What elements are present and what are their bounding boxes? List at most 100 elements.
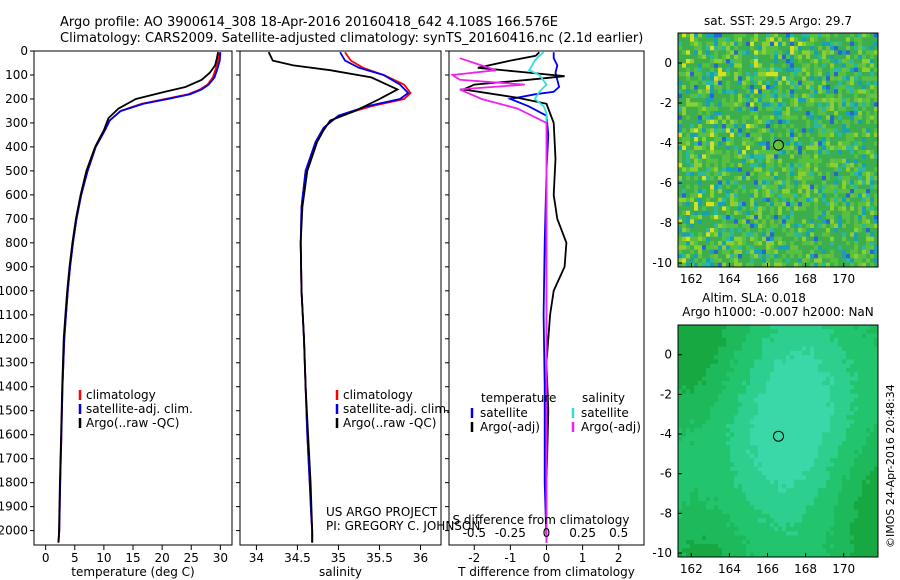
sst_map-cell <box>702 89 707 95</box>
sla_map-cell <box>854 337 859 343</box>
sla_map-cell <box>862 488 867 493</box>
sst_map-cell <box>694 85 699 90</box>
sla_map-cell <box>718 436 723 442</box>
sla_map-cell <box>814 385 819 390</box>
sla_map-cell <box>794 385 799 390</box>
sla_map-cell <box>818 402 823 408</box>
sst_map-cell <box>774 232 779 238</box>
sst_map-cell <box>822 176 827 181</box>
sst_map-cell <box>834 215 839 220</box>
sla_map-cell <box>750 453 755 459</box>
sst_map-cell <box>786 63 791 69</box>
sst_map-cell <box>814 163 819 168</box>
sla_map-cell <box>802 501 807 506</box>
sst_map-cell <box>802 50 807 56</box>
sst_map-cell <box>730 111 735 116</box>
sla_map-cell <box>726 441 731 446</box>
sla_map-cell <box>850 419 855 425</box>
sst_map-cell <box>858 150 863 155</box>
sla_map-cell <box>754 436 759 442</box>
sla_map-cell <box>794 441 799 446</box>
sst_map-cell <box>742 232 747 238</box>
sla_map-cell <box>822 432 827 438</box>
sst_map-cell <box>866 145 871 151</box>
sst_map-cell <box>714 124 719 129</box>
sst_map-cell <box>682 33 687 38</box>
sla_map-cell <box>862 363 867 369</box>
sst_map-cell <box>746 232 751 238</box>
sst_map-cell <box>734 180 739 186</box>
sla_map-cell <box>734 398 739 403</box>
sla_map-cell <box>678 346 683 352</box>
sst_map-cell <box>690 206 695 212</box>
sla_map-cell <box>698 337 703 343</box>
sst_map-cell <box>818 232 823 238</box>
sla_map-cell <box>754 441 759 446</box>
sst_map-cell <box>870 106 875 112</box>
sst_map-cell <box>862 141 867 147</box>
sla_map-cell <box>858 398 863 403</box>
sst_map-cell <box>734 167 739 173</box>
sla_map-cell <box>794 346 799 352</box>
sst_map-cell <box>730 180 735 186</box>
sst_map-cell <box>686 119 691 125</box>
sla_map-cell <box>754 342 759 347</box>
sst_map-cell <box>870 137 875 142</box>
sla_map-cell <box>694 402 699 408</box>
sst_map-cell <box>706 176 711 181</box>
sla_map-cell <box>834 393 839 399</box>
sst_map-cell <box>694 167 699 173</box>
sla_map-cell <box>790 393 795 399</box>
sla_map-cell <box>738 432 743 438</box>
sla_map-cell <box>814 471 819 476</box>
sst_map-cell <box>838 98 843 103</box>
sst_map-cell <box>774 89 779 95</box>
sst_map-cell <box>746 150 751 155</box>
sst_map-cell <box>738 180 743 186</box>
sla_map-cell <box>834 359 839 365</box>
sst_map-cell <box>714 50 719 56</box>
sst_map-cell <box>682 41 687 47</box>
sst_map-cell <box>810 219 815 225</box>
sla_map-cell <box>682 449 687 455</box>
sst_map-cell <box>742 72 747 77</box>
sst_map-cell <box>866 102 871 108</box>
sst_map-cell <box>746 67 751 73</box>
sst_map-cell <box>734 158 739 164</box>
sla_map-cell <box>726 496 731 502</box>
sst_map-cell <box>858 176 863 181</box>
sla_map-cell <box>834 419 839 425</box>
sst_map-cell <box>842 141 847 147</box>
sst_map-cell <box>870 115 875 121</box>
sla_map-cell <box>862 479 867 485</box>
salinity-xlabel: salinity <box>319 565 362 579</box>
sla_map-cell <box>734 350 739 356</box>
sst_map-cell <box>774 223 779 229</box>
sst_map-cell <box>730 137 735 142</box>
sst_map-cell <box>834 245 839 251</box>
sla_map-cell <box>774 385 779 390</box>
sla_map-cell <box>794 329 799 334</box>
sla_map-cell <box>758 385 763 390</box>
sst_map-cell <box>762 150 767 155</box>
sla_map-cell <box>686 462 691 468</box>
sla_map-cell <box>722 385 727 390</box>
sst_map-cell <box>738 241 743 246</box>
sla_map-cell <box>738 492 743 498</box>
sla_map-cell <box>762 346 767 352</box>
sla_map-cell <box>866 367 871 373</box>
sla_map-cell <box>746 432 751 438</box>
sla_map-cell <box>782 385 787 390</box>
sst_map-cell <box>782 54 787 60</box>
sst_map-cell <box>826 189 831 194</box>
sla_map-cell <box>762 402 767 408</box>
sst_map-cell <box>702 154 707 160</box>
sst_map-cell <box>854 93 859 99</box>
sst_map-cell <box>798 111 803 116</box>
sst_map-cell <box>742 111 747 116</box>
sst_map-cell <box>794 111 799 116</box>
sla_map-cell <box>690 393 695 399</box>
sst_map-cell <box>730 154 735 160</box>
sst_map-cell <box>866 193 871 199</box>
sla_map-cell <box>750 389 755 395</box>
